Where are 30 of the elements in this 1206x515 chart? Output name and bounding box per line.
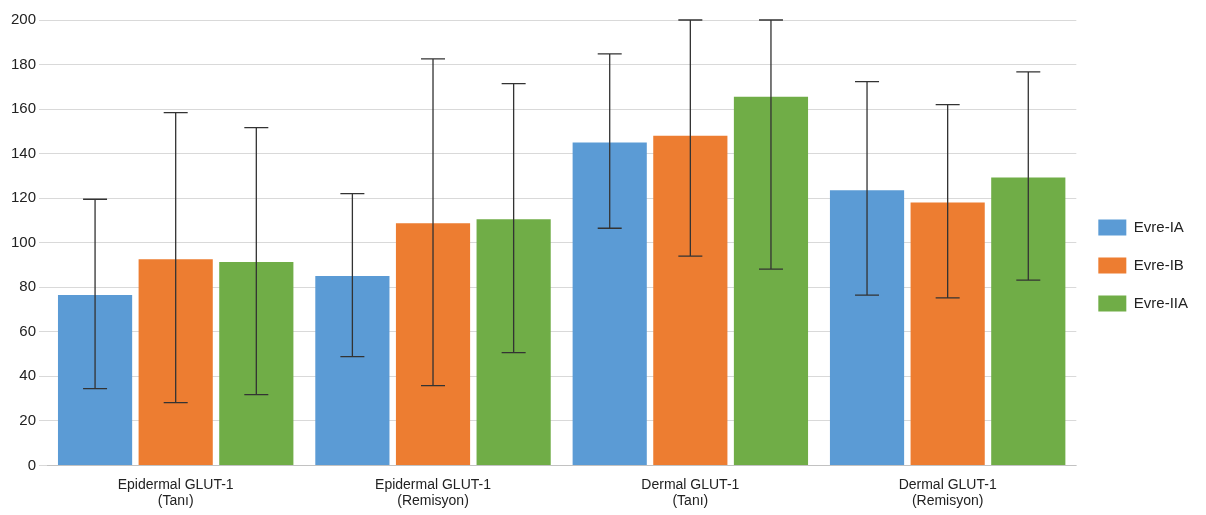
y-tick-label: 0 [27,455,37,473]
bar [395,223,471,465]
y-tick-label: 80 [19,277,37,295]
bar [57,295,133,465]
y-tick-label: 140 [11,143,37,161]
legend-label: Evre-IA [1133,217,1184,235]
bar [910,202,985,465]
x-tick-label: Dermal GLUT-1 (Tanı) [641,475,740,509]
x-tick-label: Epidermal GLUT-1 (Remisyon) [375,475,492,509]
legend-label: Evre-IIA [1133,293,1189,311]
bar [829,190,905,465]
bar [315,276,390,465]
x-tick-label: Dermal GLUT-1 (Remisyon) [898,475,997,509]
bar [138,259,213,465]
y-tick-label: 20 [19,411,37,428]
y-tick-label: 40 [19,366,37,384]
bar [572,142,647,465]
bar [733,96,809,465]
y-tick-label: 120 [11,188,37,206]
bar [653,135,728,465]
bar [476,219,551,465]
bar [219,262,294,465]
y-tick-label: 180 [11,54,37,72]
x-tick-label: Epidermal GLUT-1 (Tanı) [117,475,234,509]
y-tick-label: 200 [11,10,37,28]
y-tick-label: 160 [11,99,37,117]
bar [991,177,1066,465]
y-tick-label: 60 [19,321,37,339]
y-tick-label: 100 [11,232,37,250]
legend-label: Evre-IB [1133,255,1184,273]
